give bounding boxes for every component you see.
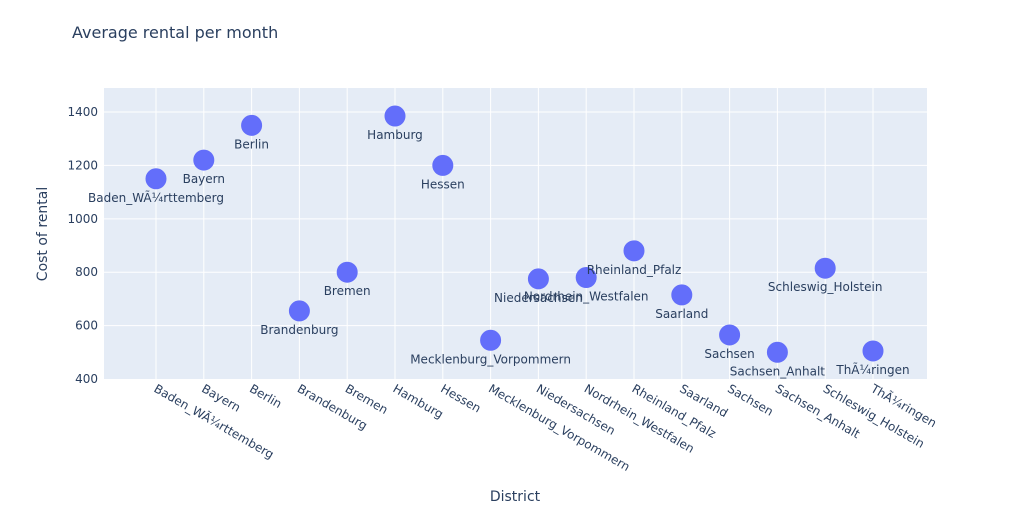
data-label: Bremen <box>324 284 371 298</box>
data-point <box>671 284 693 306</box>
data-point <box>814 257 836 279</box>
y-tick-label: 1400 <box>67 105 98 119</box>
data-point <box>575 267 597 289</box>
data-label: Saarland <box>655 307 708 321</box>
data-point <box>432 154 454 176</box>
data-point <box>288 300 310 322</box>
y-tick-label: 1200 <box>67 158 98 172</box>
y-tick-label: 600 <box>75 319 98 333</box>
data-label: Nordrhein_Westfalen <box>524 290 649 304</box>
data-label: Hamburg <box>367 128 423 142</box>
data-point <box>623 240 645 262</box>
chart-title: Average rental per month <box>72 23 278 42</box>
data-label: Brandenburg <box>260 323 338 337</box>
point-labels: Baden_WÃ¼rttemberg Bayern Berlin Brandenbur… <box>88 128 910 378</box>
data-label: Rheinland_Pfalz <box>587 263 682 277</box>
data-point <box>480 329 502 351</box>
data-label: Hessen <box>421 177 465 191</box>
plot-area <box>104 88 927 379</box>
data-point <box>145 168 167 190</box>
data-point <box>336 261 358 283</box>
data-point <box>862 340 884 362</box>
y-axis-ticks: 400 600 800 1000 1200 1400 <box>67 105 98 386</box>
data-label: ThÃ¼ringen <box>835 362 909 377</box>
data-label: Mecklenburg_Vorpommern <box>410 352 571 366</box>
data-point <box>241 114 263 136</box>
data-label: Sachsen <box>704 347 754 361</box>
data-label: Berlin <box>234 137 269 151</box>
y-tick-label: 800 <box>75 265 98 279</box>
data-point <box>527 268 549 290</box>
y-tick-label: 1000 <box>67 212 98 226</box>
data-point <box>384 105 406 127</box>
data-label: Sachsen_Anhalt <box>730 364 826 378</box>
data-points <box>145 105 884 363</box>
data-label: Niedersachsen <box>494 291 583 305</box>
data-label: Bayern <box>183 172 225 186</box>
x-axis-title: District <box>490 489 541 505</box>
data-label: Schleswig_Holstein <box>768 280 883 294</box>
y-tick-label: 400 <box>75 372 98 386</box>
grid-lines <box>104 88 927 379</box>
data-point <box>193 149 215 171</box>
y-axis-title: Cost of rental <box>35 187 51 281</box>
data-point <box>719 324 741 346</box>
data-label: Baden_WÃ¼rttemberg <box>88 190 224 205</box>
data-point <box>766 341 788 363</box>
